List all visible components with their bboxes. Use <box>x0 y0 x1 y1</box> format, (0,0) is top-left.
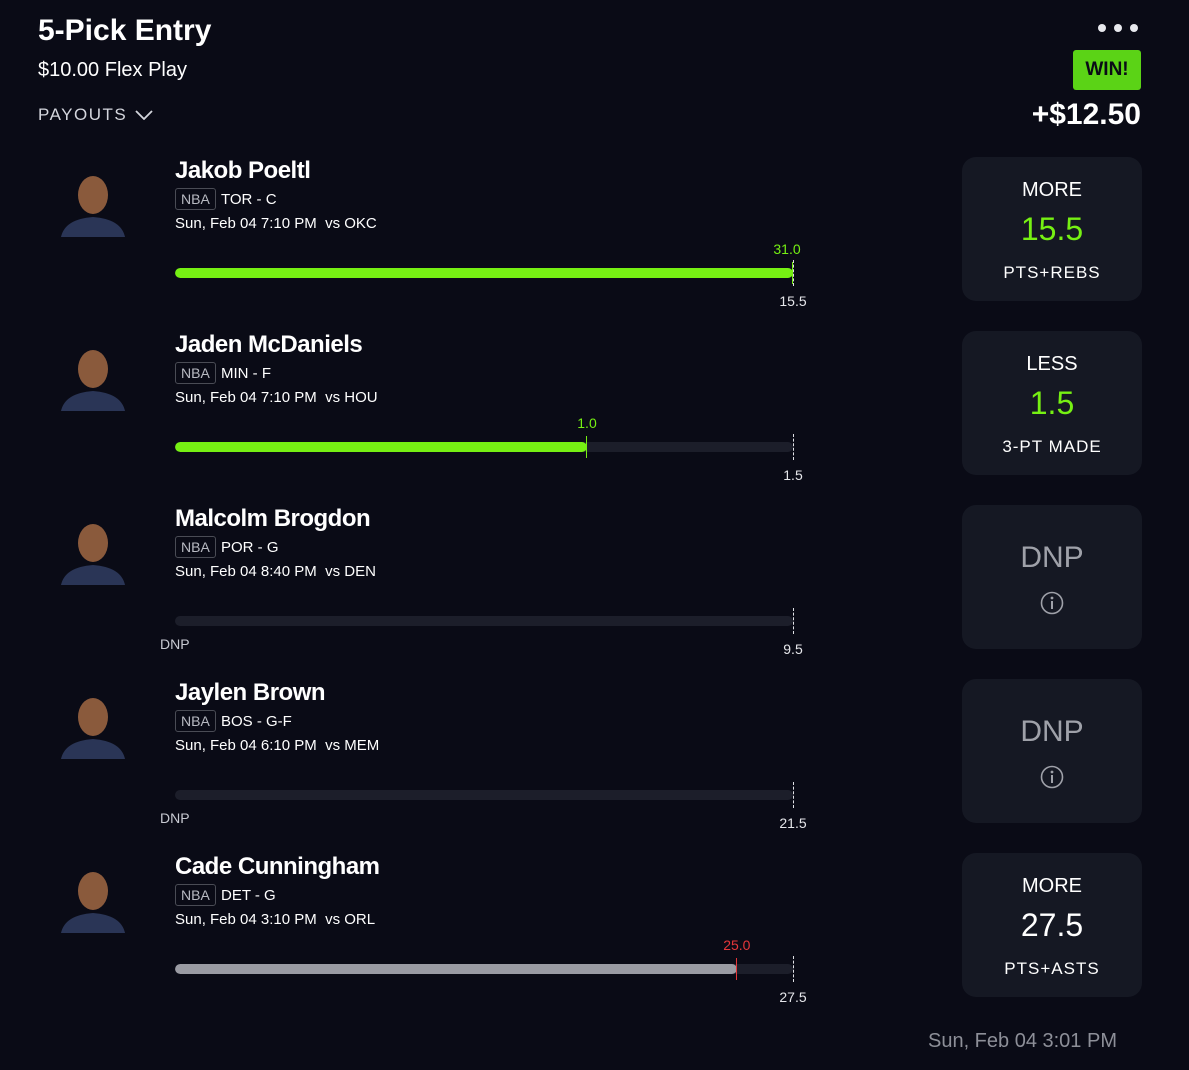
pick-row: Jaden McDaniels NBA MIN - F Sun, Feb 04 7:1… <box>0 329 1189 503</box>
line-label: 9.5 <box>783 641 803 657</box>
actual-label: 1.0 <box>577 415 597 431</box>
actual-label: 25.0 <box>723 937 751 953</box>
league-tag: NBA <box>175 884 216 906</box>
payouts-toggle[interactable]: PAYOUTS <box>38 105 153 125</box>
league-tag: NBA <box>175 710 216 732</box>
line-label: 1.5 <box>783 467 803 483</box>
line-label: 15.5 <box>779 293 807 309</box>
line-label: 21.5 <box>779 815 807 831</box>
actual-label: 31.0 <box>773 241 801 257</box>
player-name: Jaylen Brown <box>175 679 326 706</box>
pick-row: Jakob Poeltl NBA TOR - C Sun, Feb 04 7:10 P… <box>0 155 1189 329</box>
timestamp: Sun, Feb 04 3:01 PM <box>927 1030 1117 1052</box>
chevron-icon <box>135 110 153 120</box>
player-avatar <box>61 176 125 237</box>
line-label: 27.5 <box>779 989 807 1005</box>
line-marker <box>793 782 794 808</box>
pick-card[interactable]: DNP <box>962 679 1142 823</box>
actual-marker <box>792 262 793 284</box>
actual-marker <box>586 436 587 458</box>
team-position: BOS - G-F <box>221 713 292 730</box>
game-time: Sun, Feb 04 7:10 PM vs OKC <box>175 215 377 232</box>
pick-card[interactable]: MORE 15.5 PTS+REBS <box>962 157 1142 301</box>
pick-stat: PTS+ASTS <box>1004 959 1100 978</box>
team-position: TOR - C <box>221 191 277 208</box>
pick-line: 15.5 <box>1020 211 1084 247</box>
info-icon[interactable] <box>1040 765 1064 789</box>
progress-track <box>175 616 793 626</box>
player-name: Malcolm Brogdon <box>175 505 371 532</box>
pick-card[interactable]: MORE 27.5 PTS+ASTS <box>962 853 1142 997</box>
line-marker <box>793 956 794 982</box>
player-avatar <box>61 524 125 585</box>
progress-fill <box>175 442 587 452</box>
pick-line: 27.5 <box>1020 907 1084 943</box>
result-badge: WIN! <box>1073 50 1141 90</box>
player-name: Cade Cunningham <box>175 853 380 880</box>
pick-row: Jaylen Brown NBA BOS - G-F Sun, Feb 04 6:10… <box>0 677 1189 851</box>
pick-stat: 3-PT MADE <box>1002 437 1102 456</box>
game-time: Sun, Feb 04 8:40 PM vs DEN <box>175 563 376 580</box>
league-tag: NBA <box>175 188 216 210</box>
actual-marker <box>735 958 737 980</box>
card-status: DNP <box>1020 541 1084 574</box>
entry-subtitle: $10.00 Flex Play <box>38 59 187 81</box>
team-position: POR - G <box>221 539 279 556</box>
player-name: Jakob Poeltl <box>175 157 311 184</box>
line-marker <box>793 260 794 286</box>
game-time: Sun, Feb 04 6:10 PM vs MEM <box>175 737 380 754</box>
line-marker <box>793 434 794 460</box>
entry-title: 5-Pick Entry <box>38 14 212 47</box>
pick-row: Malcolm Brogdon NBA POR - G Sun, Feb 04 8:4… <box>0 503 1189 677</box>
line-marker <box>793 608 794 634</box>
player-name: Jaden McDaniels <box>175 331 363 358</box>
progress-track <box>175 442 793 452</box>
status-label: DNP <box>160 810 190 826</box>
team-position: MIN - F <box>221 365 271 382</box>
progress-track <box>175 268 793 278</box>
player-avatar <box>61 872 125 933</box>
league-tag: NBA <box>175 536 216 558</box>
team-position: DET - G <box>221 887 276 904</box>
progress-track <box>175 964 793 974</box>
game-time: Sun, Feb 04 3:10 PM vs ORL <box>175 911 376 928</box>
progress-track <box>175 790 793 800</box>
pick-line: 1.5 <box>1029 385 1075 421</box>
info-icon[interactable] <box>1040 591 1064 615</box>
progress-fill <box>175 964 737 974</box>
winnings: +$12.50 <box>1031 98 1141 131</box>
pick-row: Cade Cunningham NBA DET - G Sun, Feb 04 3:1… <box>0 851 1189 1025</box>
status-label: DNP <box>160 636 190 652</box>
pick-stat: PTS+REBS <box>1003 263 1101 282</box>
pick-direction: MORE <box>1022 875 1082 897</box>
payouts-label: PAYOUTS <box>38 105 128 124</box>
more-menu[interactable] <box>1096 22 1140 34</box>
player-avatar <box>61 350 125 411</box>
league-tag: NBA <box>175 362 216 384</box>
pick-direction: LESS <box>1026 353 1078 375</box>
pick-direction: MORE <box>1022 179 1082 201</box>
progress-fill <box>175 268 793 278</box>
game-time: Sun, Feb 04 7:10 PM vs HOU <box>175 389 378 406</box>
pick-card[interactable]: LESS 1.5 3-PT MADE <box>962 331 1142 475</box>
pick-card[interactable]: DNP <box>962 505 1142 649</box>
card-status: DNP <box>1020 715 1084 748</box>
player-avatar <box>61 698 125 759</box>
